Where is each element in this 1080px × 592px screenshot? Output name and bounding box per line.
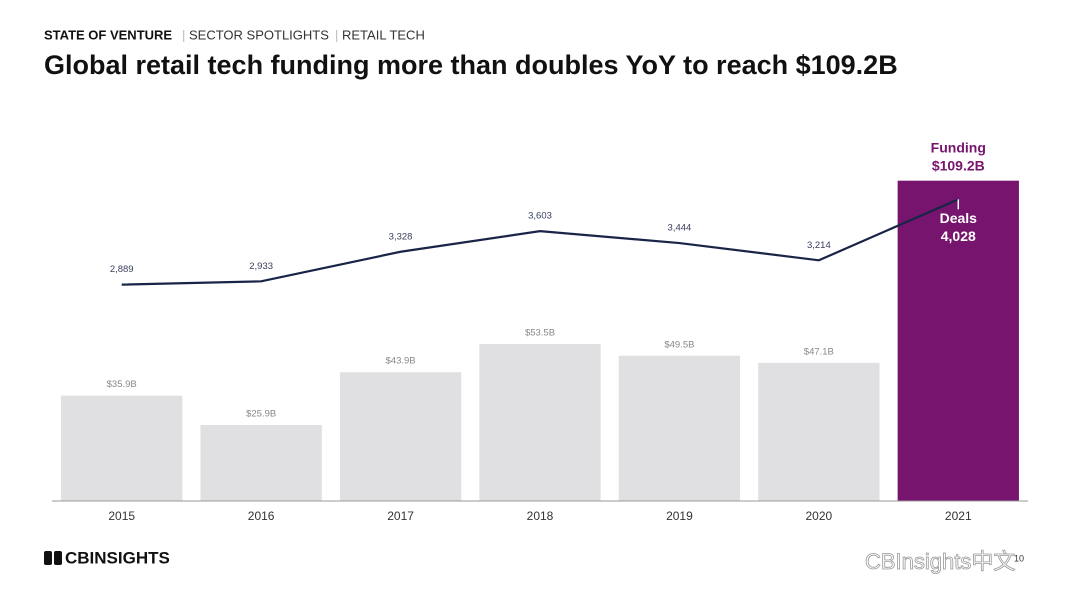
value-label: 3,603 <box>528 211 552 222</box>
bar <box>479 344 601 501</box>
value-label: $109.2B <box>932 157 985 173</box>
x-tick-label: 2015 <box>108 509 135 523</box>
value-label: $43.9B <box>386 356 416 367</box>
logo: CBINSIGHTS <box>44 548 170 567</box>
page-number: 10 <box>1014 553 1024 563</box>
x-tick-label: 2020 <box>806 509 833 523</box>
annotation: Deals <box>940 210 978 226</box>
bar <box>618 355 741 501</box>
value-label: 3,444 <box>668 223 692 234</box>
logo-text: CBINSIGHTS <box>65 548 170 567</box>
x-tick-label: 2019 <box>666 509 693 523</box>
kicker: RETAIL TECH <box>342 27 425 42</box>
title: Global retail tech funding more than dou… <box>44 50 898 80</box>
watermark: CBInsights中文 <box>865 549 1015 574</box>
value-label: $35.9B <box>107 379 137 390</box>
value-label: $25.9B <box>246 409 276 420</box>
bar <box>200 425 322 501</box>
x-tick-label: 2018 <box>527 509 554 523</box>
logo-icon <box>44 551 52 565</box>
value-label: $47.1B <box>804 346 834 357</box>
value-label: $53.5B <box>525 328 555 339</box>
logo-icon <box>54 551 62 565</box>
value-label: 2,933 <box>249 261 273 272</box>
value-label: 3,328 <box>389 231 413 242</box>
separator: | <box>335 27 338 42</box>
bar <box>61 395 183 501</box>
annotation: Funding <box>931 139 986 155</box>
value-label: 2,889 <box>110 264 134 275</box>
separator: | <box>182 27 185 42</box>
bar <box>339 372 462 501</box>
bar <box>758 362 880 501</box>
bar <box>897 180 1019 501</box>
x-tick-label: 2017 <box>387 509 414 523</box>
value-label: 4,028 <box>941 228 976 244</box>
x-tick-label: 2016 <box>248 509 275 523</box>
kicker: STATE OF VENTURE <box>44 27 172 42</box>
kicker: SECTOR SPOTLIGHTS <box>189 27 329 42</box>
value-label: $49.5B <box>664 339 694 350</box>
x-tick-label: 2021 <box>945 509 972 523</box>
value-label: 3,214 <box>807 240 831 251</box>
line <box>121 198 959 286</box>
